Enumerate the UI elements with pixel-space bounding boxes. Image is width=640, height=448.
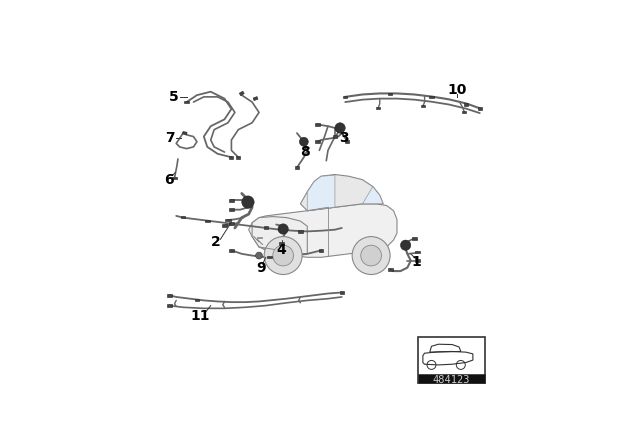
Text: 9: 9 [256, 261, 266, 275]
Polygon shape [167, 294, 172, 297]
Polygon shape [333, 135, 337, 138]
Polygon shape [239, 91, 244, 96]
Text: 2: 2 [211, 235, 221, 249]
Text: 8: 8 [300, 145, 309, 159]
Circle shape [401, 240, 411, 250]
Polygon shape [280, 242, 284, 245]
Circle shape [255, 252, 262, 259]
Polygon shape [172, 177, 177, 179]
Text: 484123: 484123 [433, 375, 470, 385]
Text: 4: 4 [276, 243, 286, 258]
Polygon shape [429, 96, 434, 98]
Polygon shape [236, 156, 241, 159]
Polygon shape [340, 291, 344, 294]
Polygon shape [249, 204, 397, 257]
Circle shape [273, 245, 294, 266]
Polygon shape [464, 103, 468, 106]
Text: 11: 11 [191, 309, 210, 323]
Text: 10: 10 [447, 83, 467, 97]
Circle shape [278, 224, 289, 234]
Polygon shape [167, 304, 172, 307]
Text: 1: 1 [411, 255, 421, 269]
Text: 3: 3 [339, 131, 348, 145]
Polygon shape [462, 111, 467, 113]
Polygon shape [362, 186, 383, 204]
Polygon shape [298, 230, 303, 233]
Bar [418, 374, 485, 383]
Polygon shape [195, 298, 199, 301]
Polygon shape [264, 226, 268, 229]
Polygon shape [229, 222, 234, 225]
Polygon shape [205, 220, 209, 222]
Polygon shape [412, 237, 417, 240]
Polygon shape [316, 140, 320, 143]
Polygon shape [184, 101, 189, 103]
Polygon shape [345, 140, 349, 143]
Polygon shape [225, 219, 230, 221]
Text: 7: 7 [165, 131, 175, 145]
Circle shape [352, 237, 390, 275]
Polygon shape [300, 174, 383, 211]
Text: 5: 5 [168, 90, 179, 104]
Polygon shape [316, 123, 320, 126]
Polygon shape [222, 224, 227, 227]
Circle shape [335, 123, 345, 133]
Bar [418, 336, 485, 383]
Polygon shape [319, 249, 323, 252]
Polygon shape [415, 259, 420, 262]
Polygon shape [343, 95, 348, 98]
Polygon shape [229, 199, 234, 202]
Polygon shape [307, 175, 335, 211]
Polygon shape [253, 97, 258, 101]
Circle shape [242, 196, 254, 208]
Polygon shape [229, 249, 234, 252]
Polygon shape [229, 156, 234, 159]
Polygon shape [182, 132, 187, 135]
Circle shape [264, 237, 302, 275]
Polygon shape [376, 107, 380, 109]
Polygon shape [267, 256, 271, 258]
Circle shape [361, 245, 381, 266]
Circle shape [300, 137, 308, 146]
Polygon shape [420, 105, 425, 108]
Text: 6: 6 [164, 172, 173, 187]
Polygon shape [477, 107, 482, 110]
Polygon shape [294, 166, 299, 169]
Polygon shape [229, 208, 234, 211]
Polygon shape [388, 268, 392, 271]
Polygon shape [181, 216, 186, 219]
Polygon shape [252, 216, 307, 254]
Polygon shape [388, 93, 392, 95]
Polygon shape [415, 251, 420, 254]
